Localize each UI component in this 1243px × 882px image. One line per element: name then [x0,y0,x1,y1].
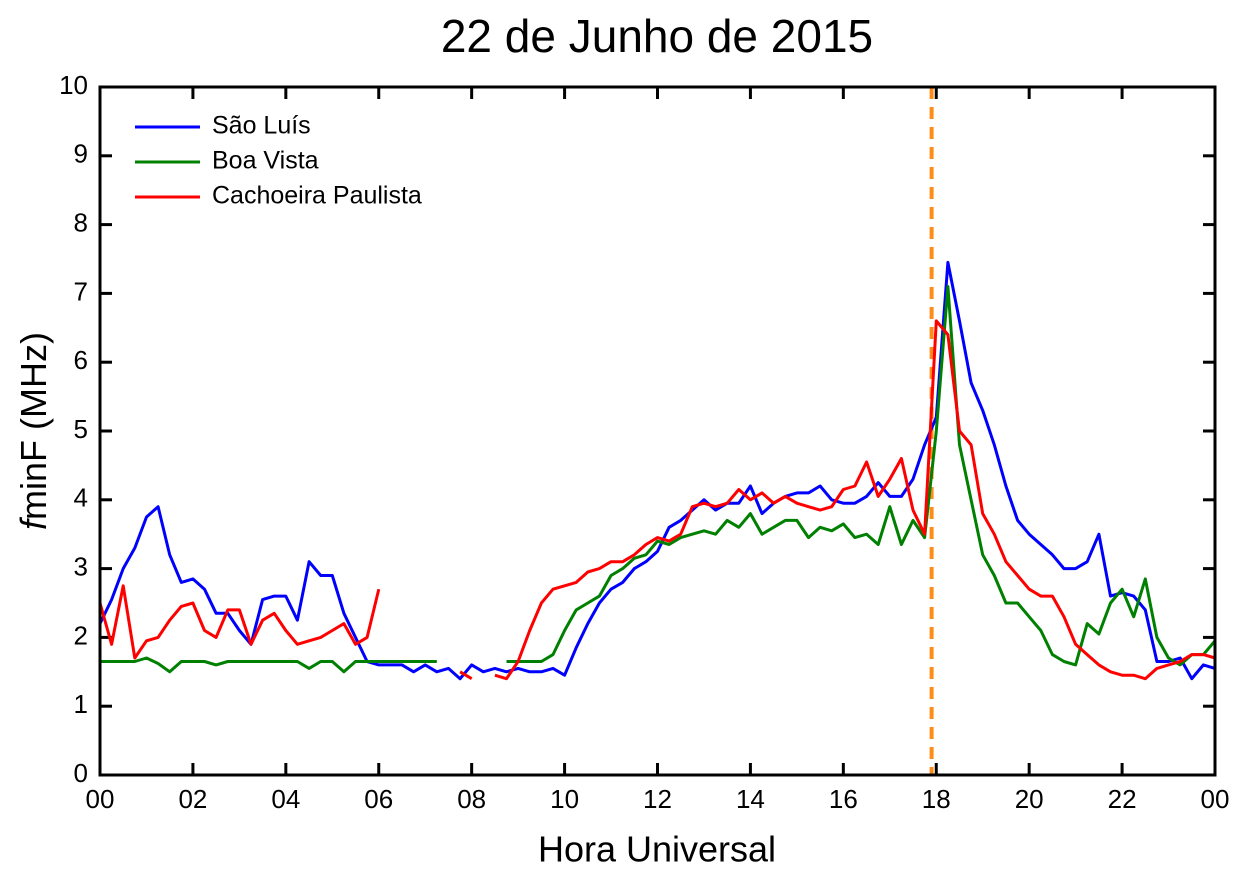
plot-frame [98,85,1217,777]
y-tick-label: 3 [74,551,88,581]
x-tick-label: 00 [1201,784,1230,814]
x-tick-label: 12 [643,784,672,814]
y-axis-label-text: minF (MHz) [13,332,54,520]
y-tick-label: 2 [74,620,88,650]
y-tick-label: 5 [74,414,88,444]
chart-title: 22 de Junho de 2015 [441,10,873,62]
x-tick-label: 04 [271,784,300,814]
y-tick-label: 6 [74,345,88,375]
x-tick-label: 22 [1108,784,1137,814]
x-tick-label: 08 [457,784,486,814]
x-tick-label: 14 [736,784,765,814]
x-tick-label: 10 [550,784,579,814]
y-tick-label: 4 [74,483,88,513]
x-tick-label: 00 [86,784,115,814]
y-tick-label: 7 [74,276,88,306]
y-tick-label: 10 [59,70,88,100]
y-tick-label: 1 [74,689,88,719]
y-tick-label: 8 [74,207,88,237]
x-tick-label: 16 [829,784,858,814]
legend-label: Boa Vista [212,147,319,175]
x-tick-label: 18 [922,784,951,814]
legend-label: Cachoeira Paulista [212,182,422,210]
x-axis-label: Hora Universal [538,829,776,870]
series-line [98,319,1216,681]
y-tick-label: 9 [74,139,88,169]
y-tick-label: 0 [74,758,88,788]
y-axis-label: fminF (MHz) [13,332,54,530]
legend-label: São Luís [212,112,311,140]
x-tick-label: 20 [1015,784,1044,814]
x-tick-label: 02 [178,784,207,814]
series-line [100,285,1217,674]
series-line [98,260,1216,681]
x-tick-label: 06 [364,784,393,814]
